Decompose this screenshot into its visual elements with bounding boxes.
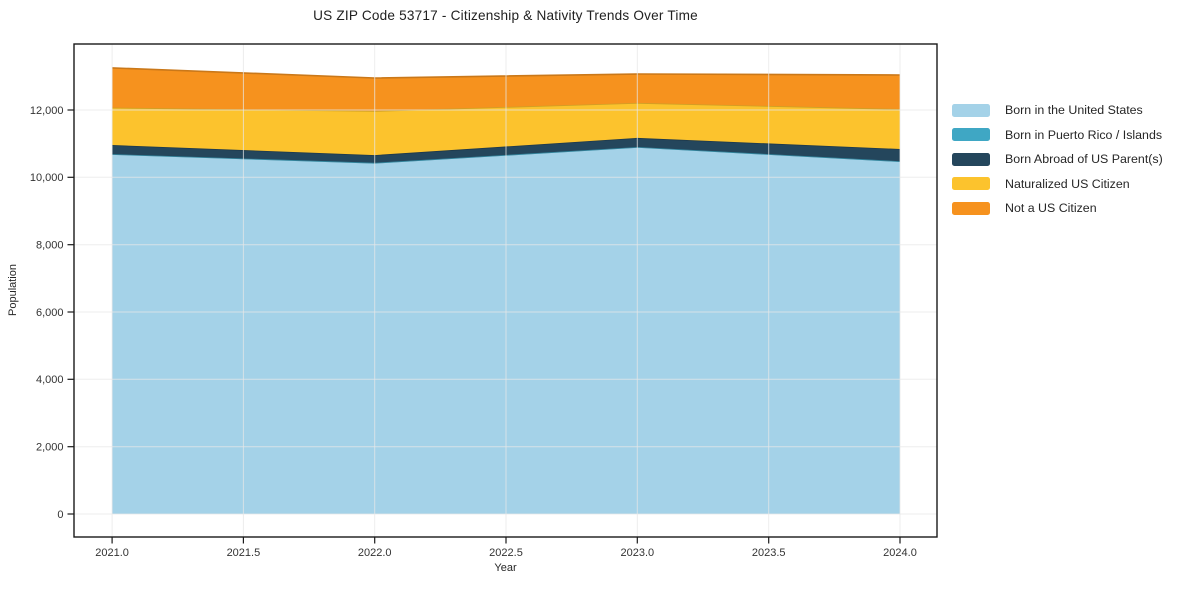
- legend-item-naturalized-us-citizen: Naturalized US Citizen: [952, 177, 1163, 191]
- legend-item-born-in-the-united-states: Born in the United States: [952, 103, 1163, 117]
- x-tick-label: 2022.0: [358, 547, 392, 559]
- y-tick-label: 6,000: [36, 307, 64, 319]
- y-tick-label: 4,000: [36, 374, 64, 386]
- legend-swatch-icon: [952, 152, 990, 166]
- legend-swatch-icon: [952, 103, 990, 117]
- y-tick-label: 10,000: [30, 172, 64, 184]
- legend-item-born-in-puerto-rico-islands: Born in Puerto Rico / Islands: [952, 128, 1163, 142]
- x-tick-label: 2021.5: [227, 547, 261, 559]
- legend-item-born-abroad-of-us-parent-s: Born Abroad of US Parent(s): [952, 152, 1163, 166]
- legend: Born in the United States Born in Puerto …: [952, 103, 1163, 215]
- legend-label: Born Abroad of US Parent(s): [1005, 152, 1163, 166]
- legend-swatch-icon: [952, 128, 990, 141]
- y-tick-label: 2,000: [36, 442, 64, 454]
- x-tick-label: 2022.5: [489, 547, 523, 559]
- legend-swatch-icon: [952, 201, 990, 215]
- x-tick-label: 2023.5: [752, 547, 786, 559]
- x-tick-label: 2023.0: [620, 547, 654, 559]
- x-tick-label: 2024.0: [883, 547, 917, 559]
- legend-label: Naturalized US Citizen: [1005, 176, 1130, 191]
- chart-title: US ZIP Code 53717 - Citizenship & Nativi…: [313, 8, 698, 23]
- y-axis-label: Population: [7, 264, 19, 316]
- y-tick-label: 8,000: [36, 240, 64, 252]
- y-tick-label: 12,000: [30, 105, 64, 117]
- legend-label: Born in the United States: [1005, 103, 1143, 117]
- x-tick-label: 2021.0: [95, 547, 129, 559]
- legend-item-not-a-us-citizen: Not a US Citizen: [952, 201, 1163, 215]
- legend-swatch-icon: [952, 177, 990, 190]
- legend-label: Born in Puerto Rico / Islands: [1005, 127, 1163, 142]
- y-tick-label: 0: [57, 509, 63, 521]
- x-axis-label: Year: [494, 562, 517, 574]
- legend-label: Not a US Citizen: [1005, 201, 1097, 215]
